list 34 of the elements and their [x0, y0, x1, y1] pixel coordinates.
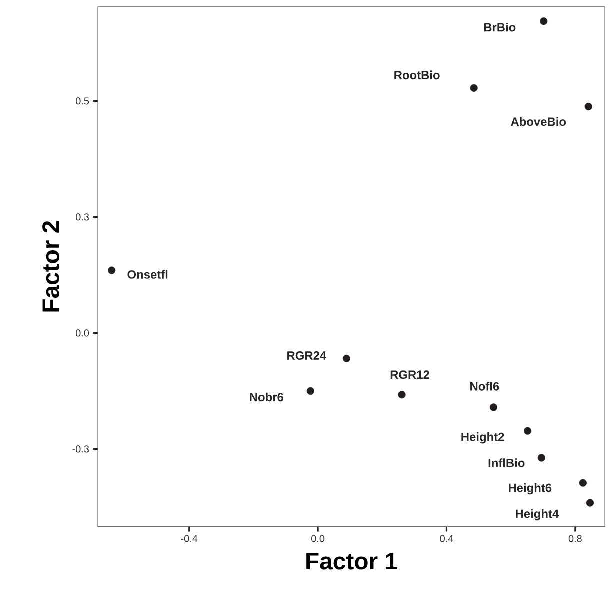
point: [342, 354, 350, 363]
x-tick-label: 0.0: [312, 535, 325, 542]
annotation: Height6: [509, 483, 552, 495]
point: [538, 454, 546, 462]
x-tick-label: 0.8: [568, 535, 582, 542]
point: [586, 499, 594, 507]
annotation: InflBio: [488, 458, 525, 468]
annotation: Height4: [516, 509, 560, 521]
point: [584, 102, 592, 111]
annotation: Nofl6: [470, 382, 500, 391]
point: [306, 387, 314, 395]
annotation: Onsetfl: [128, 270, 168, 279]
point: [579, 479, 587, 487]
y-tick-label: 0.5: [76, 98, 90, 105]
y-tick-label: 0.0: [76, 330, 90, 337]
y-axis-title: Factor 2: [42, 221, 60, 312]
annotation: RootBio: [394, 70, 440, 80]
point: [398, 391, 406, 399]
x-tick-label: 0.4: [440, 535, 454, 542]
point: [524, 427, 532, 435]
point: [490, 404, 498, 412]
point: [470, 84, 478, 92]
annotation: Nobr6: [250, 392, 284, 402]
annotation: AboveBio: [511, 117, 566, 126]
x-tick-label: -0.4: [181, 535, 198, 542]
annotation: BrBio: [484, 22, 516, 32]
annotation: RGR24: [288, 351, 327, 360]
y-tick-label: 0.3: [76, 214, 90, 221]
point: [108, 266, 116, 274]
annotation: RGR12: [390, 370, 430, 380]
y-tick-label: -0.3: [72, 446, 90, 453]
annotation: Height2: [462, 432, 504, 444]
x-axis-title: Factor 1: [306, 553, 398, 570]
point: [540, 18, 548, 26]
